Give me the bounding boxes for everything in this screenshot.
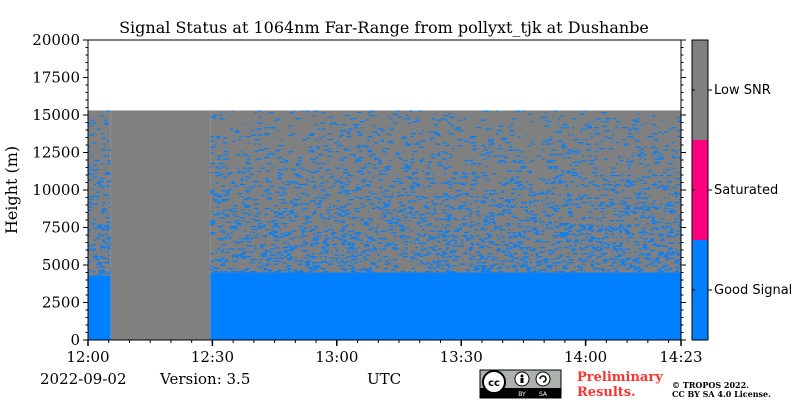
region-good-signal: [210, 272, 682, 340]
footer-date: 2022-09-02: [40, 370, 126, 388]
x-tick-label: 14:00: [564, 348, 607, 366]
x-tick-label: 13:30: [440, 348, 483, 366]
svg-text:SA: SA: [539, 391, 548, 398]
x-tick-label: 14:23: [659, 348, 702, 366]
preliminary-label-line1: Preliminary: [577, 370, 663, 385]
cc-license-badge: cc BY SA: [479, 369, 562, 399]
colorbar-label: Saturated: [714, 183, 778, 198]
region-good-signal: [88, 275, 111, 340]
x-axis: 12:00 12:30 13:00 13:30 14:00 14:23: [66, 340, 703, 366]
colorbar-label: Low SNR: [714, 83, 771, 98]
plot-area: [87, 39, 682, 341]
region-speckle: [88, 110, 111, 276]
copyright-line1: © TROPOS 2022.: [672, 380, 749, 390]
svg-text:cc: cc: [488, 378, 500, 389]
y-tick-label: 15000: [32, 106, 80, 124]
heatmap-cells: [88, 110, 682, 340]
region-low-snr-mixed: [210, 110, 682, 273]
svg-text:BY: BY: [518, 391, 526, 398]
chart-title: Signal Status at 1064nm Far-Range from p…: [119, 18, 649, 37]
y-axis: 0 2500 5000 7500 10000 12500 15000 17500 20000: [32, 31, 686, 349]
y-tick-label: 7500: [42, 219, 80, 237]
preliminary-label-line2: Results.: [577, 385, 636, 400]
copyright-line2: CC BY SA 4.0 License.: [672, 389, 771, 399]
region-low-snr: [110, 110, 211, 340]
y-tick-label: 17500: [32, 69, 80, 87]
y-tick-label: 2500: [42, 294, 80, 312]
colorbar-segment: [692, 40, 708, 140]
y-axis-label: Height (m): [2, 146, 21, 234]
colorbar-label: Good Signal: [714, 283, 792, 298]
y-tick-label: 20000: [32, 31, 80, 49]
share-alike-icon: [535, 371, 551, 387]
x-tick-label: 12:00: [66, 348, 109, 366]
footer-version: Version: 3.5: [159, 370, 250, 388]
y-tick-label: 5000: [42, 256, 80, 274]
x-tick-label: 12:30: [191, 348, 234, 366]
colorbar-segment: [692, 140, 708, 240]
y-tick-label: 10000: [32, 181, 80, 199]
x-axis-label: UTC: [367, 370, 401, 388]
colorbar: Good Signal Saturated Low SNR: [691, 39, 792, 341]
region-speckle: [210, 110, 681, 273]
cc-logo-icon: [482, 370, 506, 394]
y-tick-label: 0: [70, 331, 80, 349]
y-tick-label: 12500: [32, 144, 80, 162]
x-tick-label: 13:00: [315, 348, 358, 366]
colorbar-segment: [692, 240, 708, 340]
